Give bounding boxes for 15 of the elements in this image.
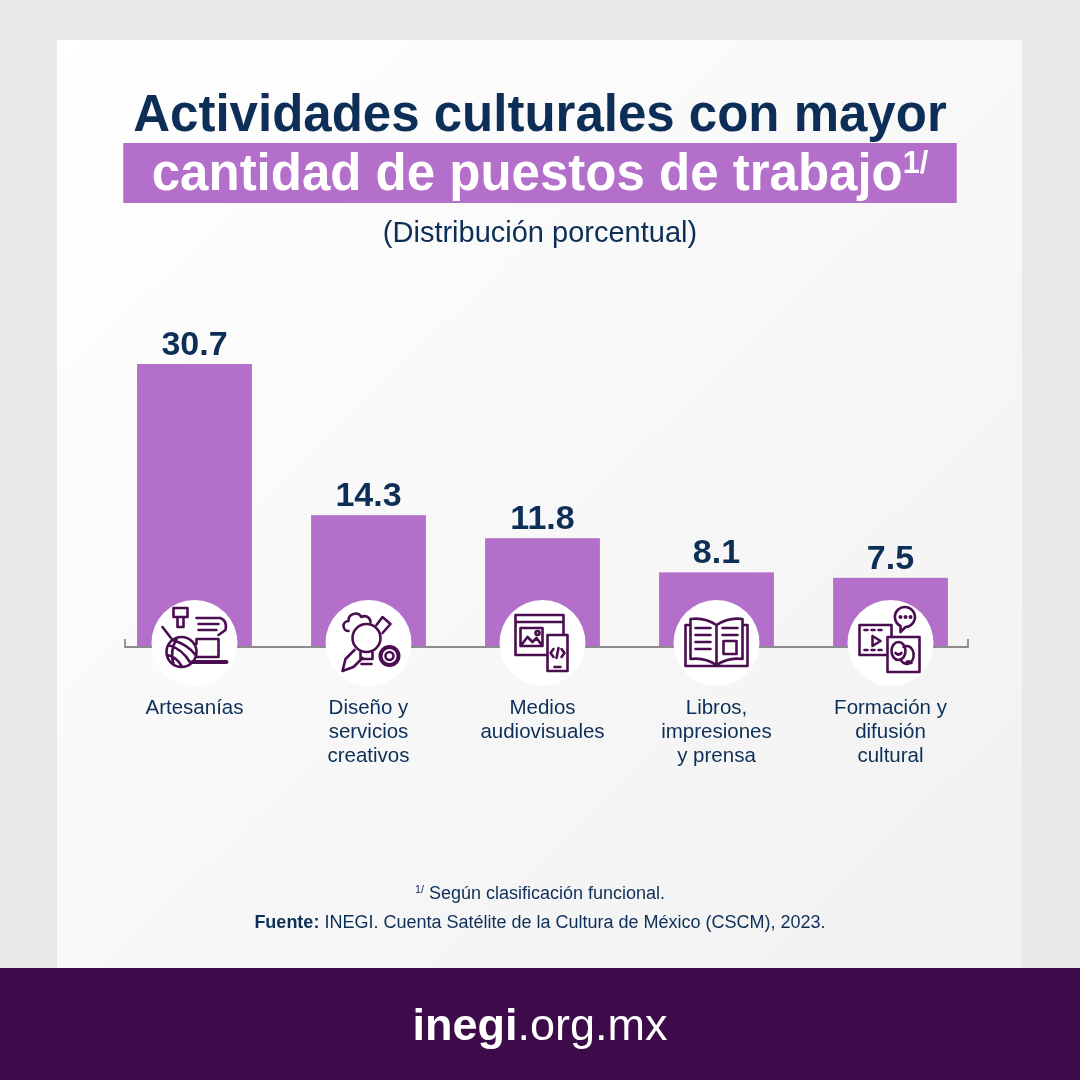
x-tick-label: Formación y difusión cultural — [834, 695, 948, 766]
text: $^{1/}$ Según clasificación funcional. — [414, 883, 666, 903]
x-tick-label: Medios audiovisuales — [480, 695, 605, 742]
x-tick-label: Libros, impresiones y prensa — [661, 695, 772, 766]
chart-title: Actividades culturales con mayor cantidad de puestos de trabajo$^{1/}$ — [133, 85, 947, 201]
x-tick-label: Artesanías — [145, 695, 244, 718]
x-tick-label: Diseño y servicios creativos — [327, 695, 410, 766]
data-label: 14.3 — [335, 475, 402, 514]
data-label: 7.5 — [866, 537, 915, 576]
source-note: Fuente: INEGI. Cuenta Satélite de la Cultura de México (CSCM), 2023. — [254, 912, 826, 932]
chart-subtitle: (Distribución porcentual) — [382, 216, 698, 248]
data-label: 8.1 — [692, 532, 741, 571]
data-label: 30.7 — [161, 324, 228, 362]
data-label: 11.8 — [510, 498, 575, 537]
text: inegi.org.mx — [412, 999, 669, 1050]
